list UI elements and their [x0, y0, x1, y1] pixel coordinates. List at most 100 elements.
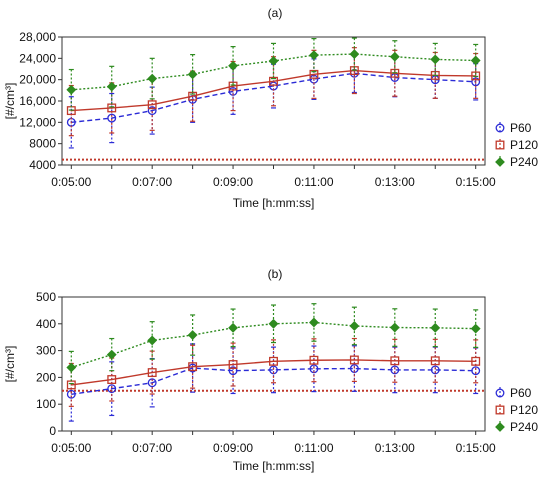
data-point [268, 56, 279, 66]
x-tick-label: 0:13:00 [375, 441, 415, 455]
data-point [187, 69, 198, 80]
legend-item-p60: P60 [495, 386, 532, 400]
x-tick-label: 0:11:00 [294, 175, 333, 189]
legend-marker [495, 388, 505, 398]
y-tick-label: 500 [36, 290, 56, 304]
y-tick-label: 12,000 [19, 115, 56, 129]
legend-label: P120 [510, 138, 538, 152]
y-tick-label: 0 [49, 424, 56, 438]
data-point [471, 71, 481, 81]
y-axis-label: [#/cm³] [3, 83, 17, 120]
data-point [188, 362, 198, 372]
series-p240 [66, 303, 481, 385]
data-point [106, 349, 117, 360]
y-axis-label: [#/cm³] [3, 346, 17, 383]
data-point [228, 60, 238, 71]
legend-item-p240: P240 [495, 155, 538, 169]
data-point [147, 378, 157, 388]
y-tick-label: 4000 [29, 158, 56, 172]
legend-item-p120: P120 [495, 403, 538, 417]
data-point [430, 54, 441, 65]
x-axis-label: Time [h:mm:ss] [233, 196, 315, 210]
panel-label-b: (b) [268, 267, 283, 281]
x-tick-label: 0:05:00 [51, 175, 91, 189]
data-point [471, 356, 481, 366]
y-tick-label: 28,000 [19, 30, 56, 44]
y-tick-label: 20,000 [19, 73, 56, 87]
legend-marker [495, 422, 505, 432]
data-point [228, 81, 238, 91]
data-point [66, 389, 76, 399]
data-point [309, 50, 319, 61]
legend-item-p60: P60 [495, 121, 532, 135]
legend-label: P60 [510, 386, 532, 400]
y-tick-label: 16,000 [19, 94, 56, 108]
data-point [430, 322, 441, 333]
y-tick-label: 400 [36, 317, 56, 331]
data-point [349, 355, 359, 365]
data-point [106, 81, 117, 92]
x-tick-label: 0:09:00 [213, 175, 253, 189]
data-point [309, 355, 319, 365]
y-tick-label: 300 [36, 344, 56, 358]
y-tick-label: 200 [36, 370, 56, 384]
data-point [228, 322, 238, 333]
x-tick-label: 0:11:00 [294, 441, 333, 455]
legend-marker [495, 405, 505, 415]
series-p120 [66, 337, 481, 407]
data-point [66, 362, 77, 373]
legend-label: P240 [510, 155, 538, 169]
data-point [430, 356, 440, 366]
y-tick-label: 8000 [29, 137, 56, 151]
data-point [107, 113, 117, 123]
data-point [349, 321, 360, 331]
data-point [389, 322, 400, 333]
x-axis-label: Time [h:mm:ss] [233, 459, 315, 473]
data-point [147, 368, 157, 378]
data-point [228, 366, 238, 376]
panel-label-a: (a) [268, 6, 283, 20]
data-point [349, 49, 360, 59]
data-point [66, 84, 77, 95]
data-point [187, 330, 198, 340]
data-point [147, 106, 157, 116]
data-point [309, 317, 319, 328]
y-tick-label: 24,000 [19, 51, 56, 65]
legend-label: P120 [510, 403, 538, 417]
series-p240 [66, 37, 481, 111]
x-tick-label: 0:07:00 [132, 441, 172, 455]
x-tick-label: 0:15:00 [456, 441, 496, 455]
data-point [471, 366, 481, 376]
data-point [269, 356, 278, 366]
series-line [71, 367, 476, 395]
legend-item-p120: P120 [495, 138, 538, 152]
legend-label: P240 [510, 420, 538, 434]
data-point [268, 318, 279, 329]
series-line [71, 72, 476, 124]
legend-label: P60 [510, 121, 532, 135]
x-tick-label: 0:13:00 [375, 175, 415, 189]
series-line [71, 69, 476, 112]
x-tick-label: 0:15:00 [456, 175, 496, 189]
legend-marker [495, 123, 505, 133]
data-point [107, 384, 117, 394]
data-point [147, 73, 158, 84]
data-point [228, 360, 238, 369]
legend-marker [495, 157, 505, 167]
data-point [430, 365, 440, 375]
data-point [309, 69, 319, 79]
legend-marker [495, 140, 505, 150]
y-tick-label: 100 [36, 397, 56, 411]
data-point [390, 365, 400, 375]
x-tick-label: 0:07:00 [132, 175, 172, 189]
x-tick-label: 0:05:00 [51, 441, 91, 455]
data-point [390, 356, 400, 366]
data-point [269, 76, 278, 86]
x-tick-label: 0:09:00 [213, 441, 253, 455]
chart-panel-a: 4000 8000 12,000 16,000 20,000 24,000 28,000 0:… [3, 30, 538, 210]
data-point [147, 100, 157, 110]
data-point [470, 323, 481, 334]
data-point [107, 375, 117, 384]
series-line [71, 359, 476, 386]
